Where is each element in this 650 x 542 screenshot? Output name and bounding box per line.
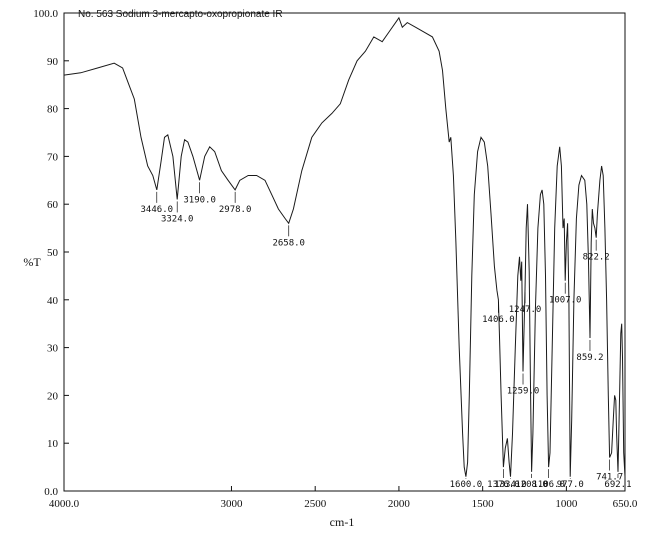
peak-label: 3190.0 — [183, 195, 216, 205]
peak-label: 1376.0 — [487, 480, 520, 490]
y-tick-label: 40 — [47, 295, 59, 307]
axes — [63, 12, 626, 492]
peak-label: 3324.0 — [161, 214, 194, 224]
y-tick-label: 30 — [47, 343, 59, 355]
x-tick-label: 4000.0 — [49, 498, 80, 510]
y-tick-label: 60 — [47, 199, 59, 211]
peak-label: 859.2 — [576, 353, 603, 363]
peak-label: 1106.0 — [532, 480, 565, 490]
x-axis-label: cm-1 — [330, 515, 355, 529]
y-tick-label: 50 — [47, 247, 59, 259]
spectrum-line — [63, 16, 626, 477]
y-tick-label: 10 — [47, 438, 59, 450]
y-tick-label: 70 — [47, 151, 59, 163]
peak-label: 2658.0 — [272, 238, 305, 248]
peak-label: 2978.0 — [219, 205, 252, 215]
peak-label: 741.7 — [596, 473, 623, 483]
x-tick-label: 1500 — [472, 498, 495, 510]
peak-label: 692.1 — [604, 480, 631, 490]
peak-label: 1208.0 — [515, 480, 548, 490]
y-tick-label: 80 — [47, 104, 59, 116]
peak-label: 1259.0 — [507, 387, 540, 397]
y-tick-label: 20 — [47, 390, 59, 402]
y-tick-label: 0.0 — [44, 486, 58, 498]
ticks: 0.0 10 20 30 40 50 60 70 80 90 100.0 4000.0 3000 2500… — [33, 8, 638, 510]
peak-label: 1600.0 — [450, 480, 483, 490]
peak-label: 1007.0 — [549, 296, 582, 306]
peak-label: 1406.0 — [482, 315, 515, 325]
y-tick-label: 100.0 — [33, 8, 58, 20]
peak-label: 822.2 — [583, 253, 610, 263]
peak-label: 1247.0 — [509, 305, 542, 315]
plot-frame — [63, 12, 626, 492]
chart-title: No. 563 Sodium 3-mercapto-oxopropionate … — [78, 9, 283, 20]
peak-label: 3446.0 — [141, 205, 174, 215]
spectrum-series — [63, 16, 626, 477]
x-tick-label: 2000 — [388, 498, 411, 510]
x-tick-label: 3000 — [220, 498, 243, 510]
y-tick-label: 90 — [47, 56, 59, 68]
y-axis-label: %T — [23, 255, 41, 269]
peak-label: 977.0 — [557, 480, 584, 490]
x-tick-label: 2500 — [304, 498, 327, 510]
x-tick-label: 1000 — [555, 498, 578, 510]
peak-label: 1334.0 — [494, 480, 527, 490]
x-tick-label: 650.0 — [613, 498, 638, 510]
